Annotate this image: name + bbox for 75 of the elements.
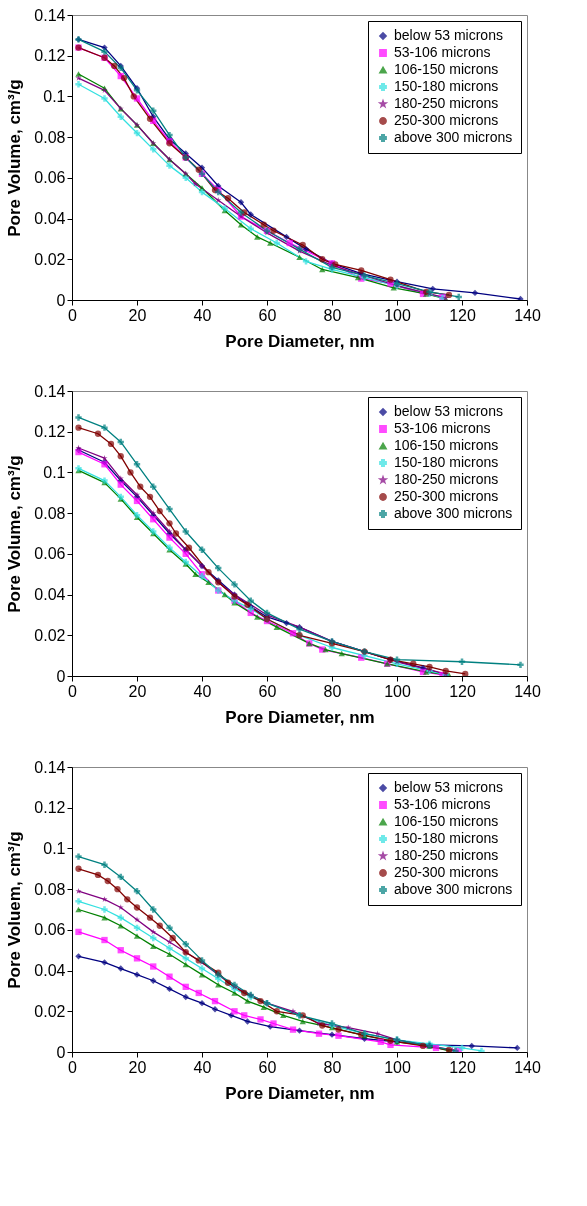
x-tick-label: 0 — [68, 1058, 78, 1076]
legend-label: 53-106 microns — [394, 796, 491, 812]
y-tick-label: 0 — [56, 291, 66, 309]
y-tick-label: 0 — [56, 1043, 66, 1061]
y-tick-label: 0.12 — [34, 799, 66, 817]
y-tick-label: 0.02 — [34, 626, 66, 644]
x-tick-label: 120 — [449, 1058, 476, 1076]
legend-label: 53-106 microns — [394, 44, 491, 60]
x-tick-label: 140 — [514, 1058, 541, 1076]
y-tick-label: 0.08 — [34, 128, 66, 146]
x-tick-label: 20 — [128, 682, 147, 700]
legend-label: 106-150 microns — [394, 61, 499, 77]
legend-label: 250-300 microns — [394, 112, 499, 128]
x-tick-label: 120 — [449, 682, 476, 700]
y-axis-title: Pore Volume, cm³/g — [5, 79, 25, 237]
legend-label: 180-250 microns — [394, 95, 499, 111]
x-tick-label: 40 — [193, 682, 212, 700]
x-axis-title: Pore Diameter, nm — [225, 331, 375, 351]
legend-label: 150-180 microns — [394, 78, 499, 94]
legend-label: 106-150 microns — [394, 813, 499, 829]
x-tick-label: 20 — [128, 1058, 147, 1076]
y-tick-label: 0.14 — [34, 758, 66, 776]
x-tick-label: 100 — [384, 1058, 411, 1076]
legend-label: above 300 microns — [394, 505, 513, 521]
legend-label: 180-250 microns — [394, 847, 499, 863]
x-tick-label: 20 — [128, 306, 147, 324]
y-tick-label: 0.06 — [34, 545, 66, 563]
y-tick-label: 0 — [56, 667, 66, 685]
legend-label: 150-180 microns — [394, 830, 499, 846]
legend-label: below 53 microns — [394, 779, 503, 795]
legend-label: 150-180 microns — [394, 454, 499, 470]
x-tick-label: 60 — [258, 682, 277, 700]
y-tick-label: 0.04 — [34, 962, 66, 980]
x-tick-label: 60 — [258, 1058, 277, 1076]
x-tick-label: 80 — [323, 682, 342, 700]
legend-label: 250-300 microns — [394, 488, 499, 504]
y-tick-label: 0.06 — [34, 921, 66, 939]
x-tick-label: 80 — [323, 306, 342, 324]
x-tick-label: 40 — [193, 1058, 212, 1076]
y-tick-label: 0.08 — [34, 880, 66, 898]
y-tick-label: 0.12 — [34, 423, 66, 441]
y-tick-label: 0.02 — [34, 250, 66, 268]
legend-label: above 300 microns — [394, 881, 513, 897]
y-tick-label: 0.08 — [34, 504, 66, 522]
y-tick-label: 0.1 — [43, 463, 66, 481]
x-tick-label: 100 — [384, 682, 411, 700]
x-tick-label: 0 — [68, 682, 78, 700]
x-tick-label: 140 — [514, 682, 541, 700]
y-tick-label: 0.06 — [34, 169, 66, 187]
y-tick-label: 0.1 — [43, 87, 66, 105]
y-axis-title: Pore Voluem, cm³/g — [5, 831, 25, 989]
legend-label: 106-150 microns — [394, 437, 499, 453]
y-tick-label: 0.04 — [34, 586, 66, 604]
y-axis-title: Pore Volume, cm³/g — [5, 455, 25, 613]
x-tick-label: 100 — [384, 306, 411, 324]
x-tick-label: 140 — [514, 306, 541, 324]
legend-label: 53-106 microns — [394, 420, 491, 436]
y-tick-label: 0.14 — [34, 6, 66, 24]
x-tick-label: 120 — [449, 306, 476, 324]
y-tick-label: 0.04 — [34, 210, 66, 228]
x-tick-label: 40 — [193, 306, 212, 324]
legend-label: 180-250 microns — [394, 471, 499, 487]
y-tick-label: 0.1 — [43, 839, 66, 857]
legend-label: 250-300 microns — [394, 864, 499, 880]
legend-label: below 53 microns — [394, 27, 503, 43]
x-axis-title: Pore Diameter, nm — [225, 1083, 375, 1103]
y-tick-label: 0.12 — [34, 47, 66, 65]
x-tick-label: 80 — [323, 1058, 342, 1076]
x-tick-label: 60 — [258, 306, 277, 324]
y-tick-label: 0.02 — [34, 1002, 66, 1020]
y-tick-label: 0.14 — [34, 382, 66, 400]
legend-label: above 300 microns — [394, 129, 513, 145]
x-tick-label: 0 — [68, 306, 78, 324]
legend-label: below 53 microns — [394, 403, 503, 419]
x-axis-title: Pore Diameter, nm — [225, 707, 375, 727]
